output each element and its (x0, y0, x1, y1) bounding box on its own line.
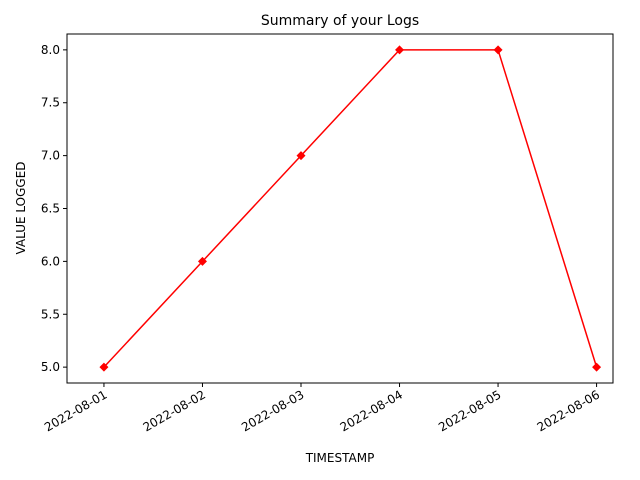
marker (592, 362, 602, 372)
y-tick-label: 6.0 (41, 254, 60, 268)
y-axis-label: VALUE LOGGED (14, 161, 28, 254)
plot-frame (66, 33, 614, 384)
x-axis-label: TIMESTAMP (305, 451, 375, 465)
marker (395, 45, 405, 55)
marker (197, 256, 207, 266)
y-tick-label: 7.5 (41, 96, 60, 110)
y-tick-label: 8.0 (41, 43, 60, 57)
y-tick-label: 6.5 (41, 202, 60, 216)
marker (296, 151, 306, 161)
line (103, 49, 598, 368)
y-tick-label: 5.0 (41, 360, 60, 374)
chart-title: Summary of your Logs (261, 13, 419, 29)
marker (99, 362, 109, 372)
marker (493, 45, 503, 55)
y-tick-label: 7.0 (41, 149, 60, 163)
y-tick-label: 5.5 (41, 307, 60, 321)
